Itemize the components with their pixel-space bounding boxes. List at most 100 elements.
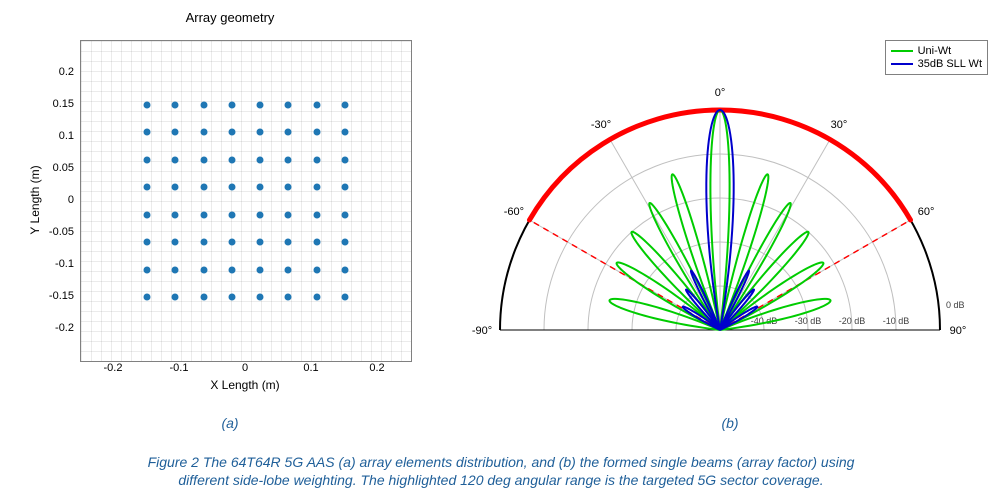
y-tick: -0.2 — [24, 322, 74, 334]
y-tick: 0.2 — [24, 66, 74, 78]
array-element-dot — [285, 266, 292, 273]
array-element-dot — [200, 211, 207, 218]
array-element-dot — [228, 184, 235, 191]
array-element-dot — [342, 156, 349, 163]
svg-text:-90°: -90° — [472, 325, 492, 337]
array-element-dot — [144, 102, 151, 109]
array-element-dot — [228, 266, 235, 273]
array-element-dot — [342, 102, 349, 109]
array-element-dot — [285, 294, 292, 301]
array-element-dot — [342, 129, 349, 136]
array-element-dot — [313, 129, 320, 136]
array-element-dot — [285, 129, 292, 136]
array-element-dot — [257, 184, 264, 191]
array-element-dot — [228, 239, 235, 246]
y-tick: 0.15 — [24, 98, 74, 110]
array-element-dot — [313, 266, 320, 273]
array-element-dot — [200, 239, 207, 246]
array-element-dot — [172, 239, 179, 246]
legend-entry-uni: Uni-Wt — [891, 45, 982, 57]
svg-text:-60°: -60° — [504, 206, 524, 218]
array-element-dot — [200, 129, 207, 136]
array-element-dot — [313, 102, 320, 109]
scatter-axes — [80, 40, 412, 362]
array-element-dot — [285, 211, 292, 218]
y-tick: 0.1 — [24, 130, 74, 142]
x-tick: -0.2 — [104, 362, 123, 374]
array-element-dot — [200, 184, 207, 191]
array-element-dot — [313, 239, 320, 246]
array-element-dot — [228, 102, 235, 109]
x-tick: -0.1 — [170, 362, 189, 374]
x-tick: 0.1 — [303, 362, 318, 374]
legend: Uni-Wt 35dB SLL Wt — [885, 40, 988, 75]
array-element-dot — [313, 184, 320, 191]
array-element-dot — [285, 184, 292, 191]
array-element-dot — [257, 294, 264, 301]
legend-label: Uni-Wt — [918, 45, 952, 57]
array-element-dot — [313, 156, 320, 163]
array-element-dot — [172, 102, 179, 109]
array-element-dot — [257, 102, 264, 109]
array-element-dot — [172, 129, 179, 136]
y-tick: -0.05 — [24, 226, 74, 238]
array-element-dot — [257, 156, 264, 163]
array-element-dot — [144, 156, 151, 163]
panel-b-sublabel: (b) — [470, 415, 990, 431]
svg-text:-30 dB: -30 dB — [795, 316, 822, 326]
array-element-dot — [172, 211, 179, 218]
array-element-dot — [144, 294, 151, 301]
svg-text:0 dB: 0 dB — [946, 300, 965, 310]
x-tick: 0 — [242, 362, 248, 374]
legend-label: 35dB SLL Wt — [918, 58, 982, 70]
array-element-dot — [257, 239, 264, 246]
panel-a-sublabel: (a) — [20, 415, 440, 431]
svg-text:90°: 90° — [950, 325, 967, 337]
array-element-dot — [200, 294, 207, 301]
svg-text:30°: 30° — [831, 119, 848, 131]
svg-text:-10 dB: -10 dB — [883, 316, 910, 326]
array-element-dot — [342, 294, 349, 301]
polar-plot: -90° -60° -30° 0° 30° 60° 90° -10 dB -20 dB -30 d… — [470, 30, 990, 370]
x-tick: 0.2 — [369, 362, 384, 374]
array-element-dot — [172, 156, 179, 163]
array-element-dot — [228, 294, 235, 301]
array-element-dot — [313, 294, 320, 301]
array-element-dot — [285, 239, 292, 246]
array-element-dot — [144, 211, 151, 218]
legend-entry-35db: 35dB SLL Wt — [891, 58, 982, 70]
y-tick: 0 — [24, 194, 74, 206]
array-element-dot — [172, 184, 179, 191]
array-element-dot — [200, 156, 207, 163]
array-element-dot — [313, 211, 320, 218]
array-element-dot — [257, 211, 264, 218]
array-element-dot — [144, 184, 151, 191]
svg-text:-20 dB: -20 dB — [839, 316, 866, 326]
array-element-dot — [172, 294, 179, 301]
array-element-dot — [228, 129, 235, 136]
panel-a: Array geometry X Length (m) Y Length (m)… — [20, 10, 440, 410]
svg-text:-30°: -30° — [591, 119, 611, 131]
array-element-dot — [342, 211, 349, 218]
array-element-dot — [228, 211, 235, 218]
array-element-dot — [200, 102, 207, 109]
array-element-dot — [342, 266, 349, 273]
array-element-dot — [342, 239, 349, 246]
array-element-dot — [342, 184, 349, 191]
array-element-dot — [257, 266, 264, 273]
array-element-dot — [285, 102, 292, 109]
array-element-dot — [285, 156, 292, 163]
figure-caption: Figure 2 The 64T64R 5G AAS (a) array ele… — [40, 453, 962, 489]
y-tick: 0.05 — [24, 162, 74, 174]
array-element-dot — [228, 156, 235, 163]
panel-a-title: Array geometry — [20, 10, 440, 25]
array-element-dot — [144, 239, 151, 246]
array-element-dot — [172, 266, 179, 273]
array-element-dot — [200, 266, 207, 273]
caption-line-2: different side-lobe weighting. The highl… — [178, 472, 823, 488]
panel-b: -90° -60° -30° 0° 30° 60° 90° -10 dB -20 dB -30 d… — [470, 10, 990, 410]
y-tick: -0.15 — [24, 290, 74, 302]
svg-text:60°: 60° — [918, 206, 935, 218]
svg-text:0°: 0° — [715, 87, 726, 99]
x-axis-label: X Length (m) — [80, 378, 410, 392]
